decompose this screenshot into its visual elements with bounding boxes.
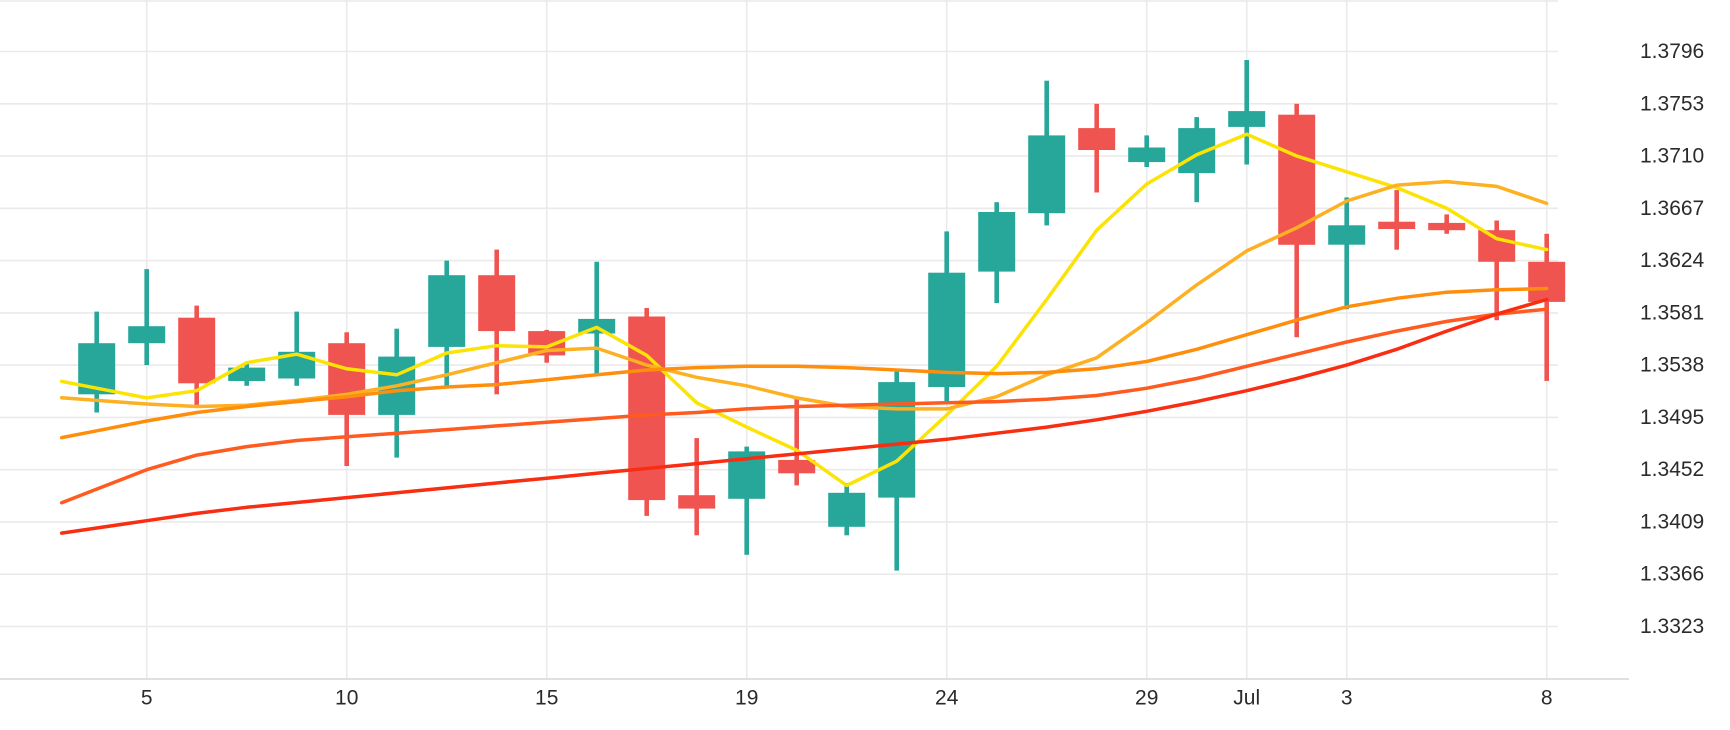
candle-wick — [1494, 220, 1499, 321]
x-axis-label: 10 — [335, 687, 358, 710]
ma-line-sma-30 — [59, 307, 1549, 505]
x-axis-label: 3 — [1341, 687, 1353, 710]
candle-body-down — [1428, 222, 1466, 231]
candle-body-down — [778, 459, 816, 474]
candle-body-up — [1028, 135, 1066, 214]
candle-wick — [1344, 197, 1349, 310]
y-axis-label: 1.3581 — [1640, 301, 1704, 324]
candle-body-up — [878, 382, 916, 498]
y-axis-label: 1.3753 — [1640, 92, 1704, 115]
y-axis-label: 1.3538 — [1640, 354, 1704, 377]
y-axis-label: 1.3366 — [1640, 563, 1704, 586]
candle-body-down — [628, 316, 666, 501]
candle-body-up — [428, 275, 466, 347]
candle-body-down — [1478, 230, 1516, 262]
y-axis-label: 1.3624 — [1640, 249, 1705, 272]
candle-body-up — [828, 492, 866, 527]
y-axis-label: 1.3409 — [1640, 510, 1704, 533]
candle-body-down — [1078, 128, 1116, 150]
candle-wick — [794, 396, 799, 486]
y-axis-label: 1.3796 — [1640, 40, 1704, 63]
candle-body-down — [1528, 261, 1566, 302]
y-axis-label: 1.3323 — [1640, 615, 1704, 638]
candle-body-up — [1128, 147, 1166, 163]
candle-wick — [144, 269, 149, 366]
candle-body-down — [328, 343, 366, 415]
candle-body-up — [928, 272, 966, 387]
candle-body-up — [978, 212, 1016, 272]
candle-wick — [1394, 190, 1399, 250]
ma-line-sma-slow — [59, 297, 1549, 535]
candle-body-down — [678, 495, 716, 509]
x-axis-label: 29 — [1135, 687, 1158, 710]
y-axis-label: 1.3710 — [1640, 145, 1704, 168]
candle-wick — [1544, 233, 1549, 381]
candle-body-down — [1378, 221, 1416, 229]
x-axis-label: 8 — [1541, 687, 1553, 710]
candle-body-up — [228, 367, 266, 381]
candle-body-up — [1228, 111, 1266, 127]
chart-plot-area[interactable] — [0, 0, 1558, 679]
x-axis-label: 15 — [535, 687, 558, 710]
candle-body-down — [1278, 114, 1316, 245]
candle-body-down — [478, 275, 516, 332]
candle-body-down — [178, 317, 216, 384]
ma-line-sma-20 — [59, 286, 1549, 440]
candle-wick — [294, 311, 299, 386]
y-axis-label: 1.3452 — [1640, 458, 1704, 481]
y-axis-label: 1.3495 — [1640, 406, 1704, 429]
x-axis-label: 24 — [935, 687, 959, 710]
candle-wick — [744, 446, 749, 555]
candle-wick — [694, 438, 699, 536]
x-axis-label: 5 — [141, 687, 153, 710]
y-axis-label: 1.3667 — [1640, 197, 1704, 220]
candle-wick — [594, 261, 599, 375]
candle-body-up — [1328, 225, 1366, 245]
x-axis-label: 19 — [735, 687, 758, 710]
ma-line-sma-5 — [59, 132, 1549, 488]
candle-body-up — [128, 326, 166, 344]
x-axis-label: Jul — [1233, 687, 1260, 710]
